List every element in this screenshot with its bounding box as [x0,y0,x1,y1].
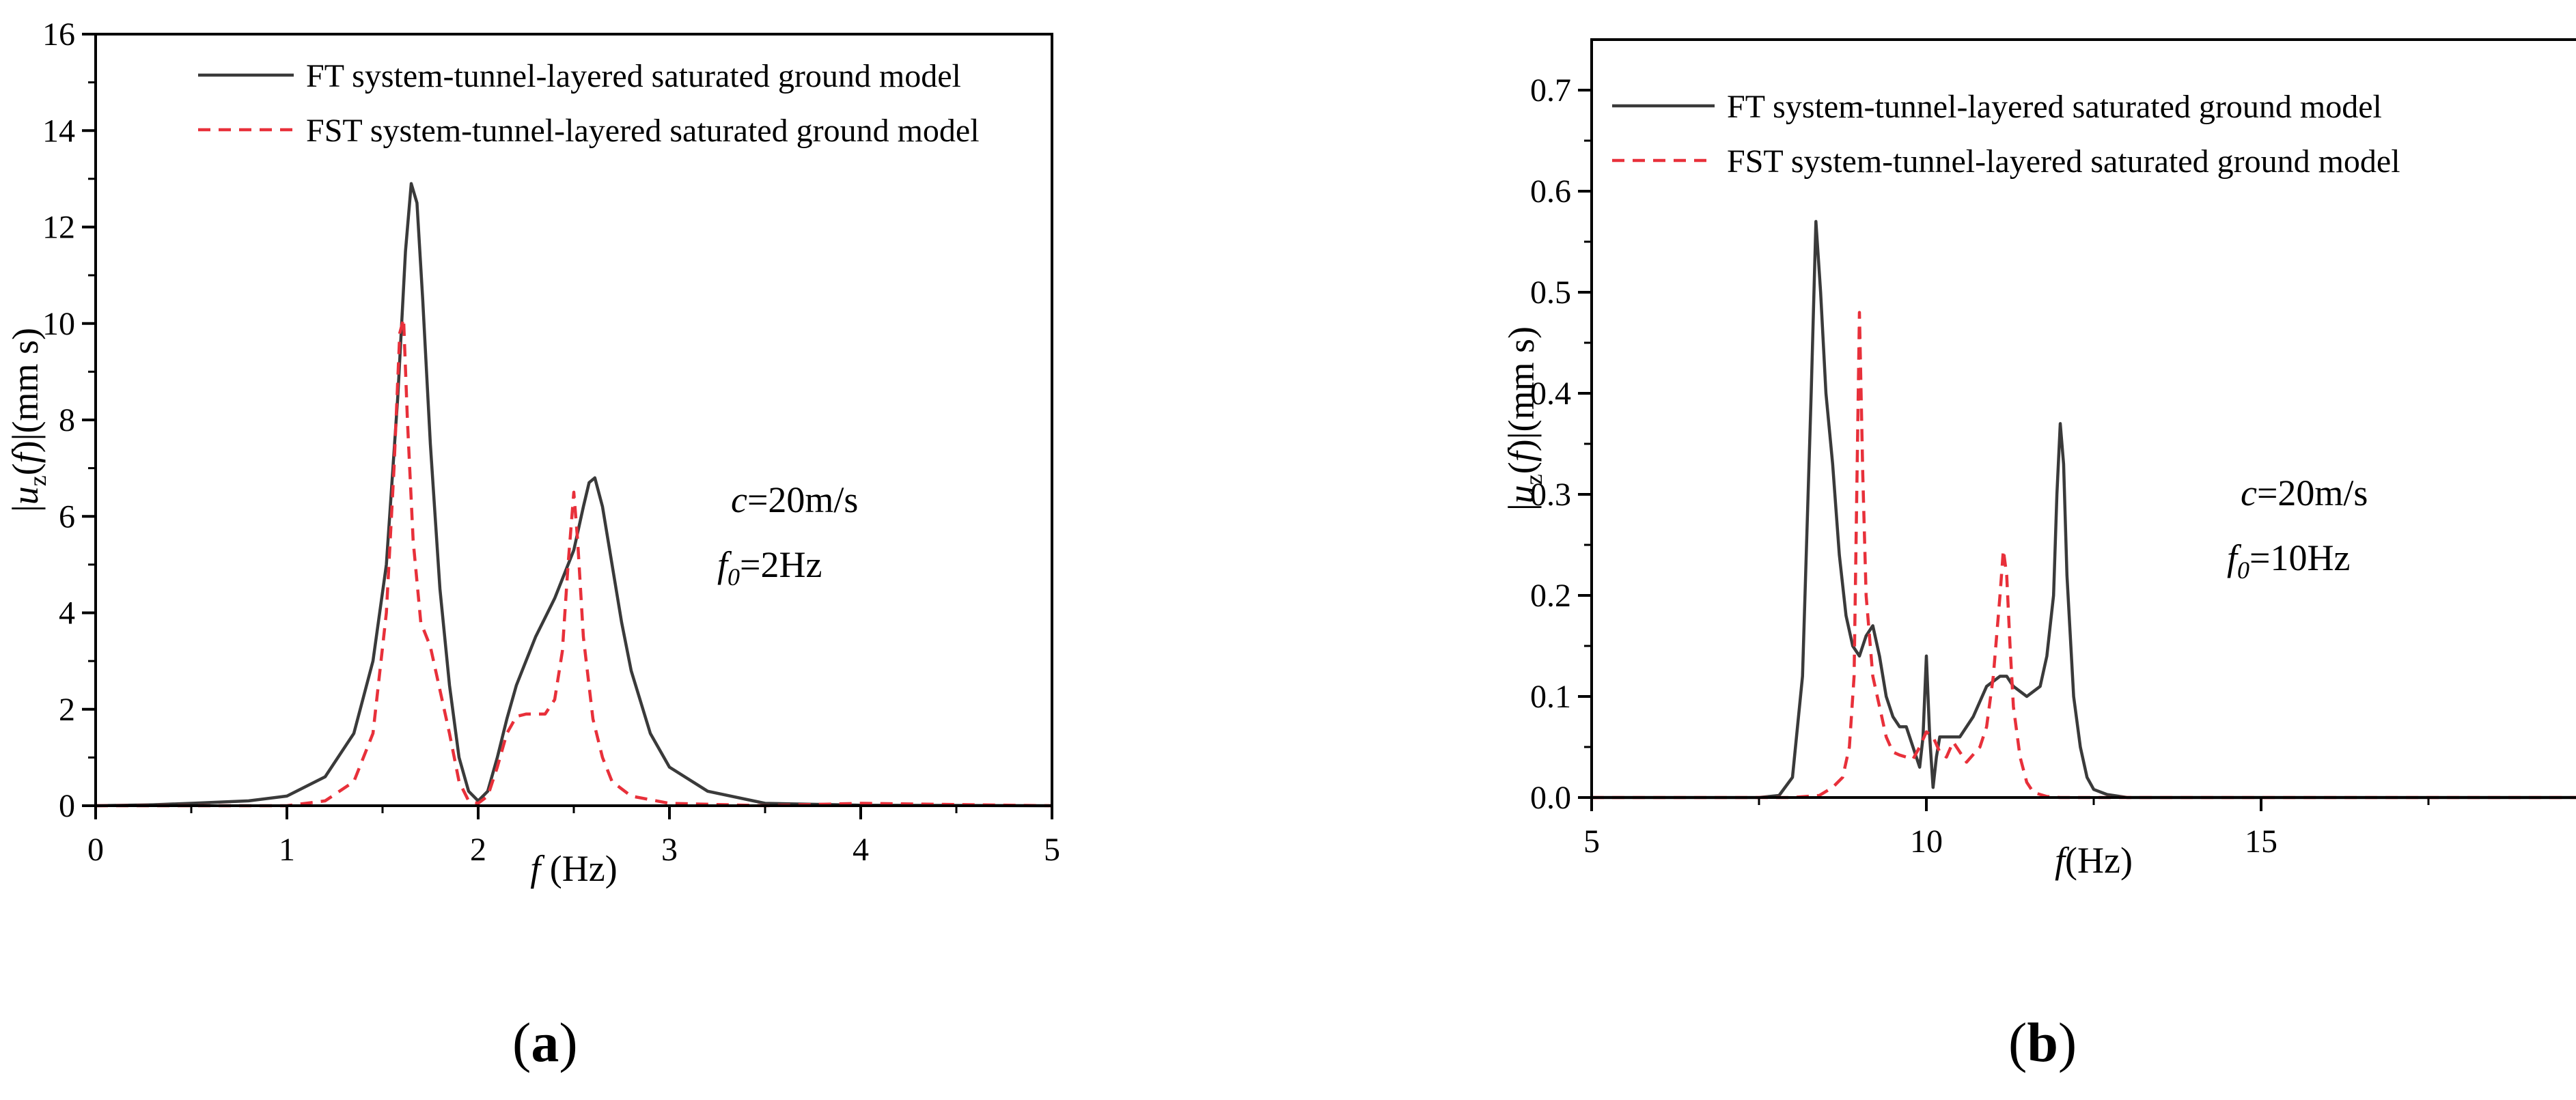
y-axis-label-bar: | [5,505,46,512]
y-tick-label: 0.1 [1530,679,1571,715]
series-line-2 [96,317,1053,808]
y-tick-label: 0.3 [1530,477,1571,513]
annotation-frequency: f0=2Hz [717,544,822,591]
annotation-speed: c=20m/s [731,479,858,520]
x-axis-label: f(Hz) [2055,840,2133,881]
x-tick-label: 2 [470,832,486,868]
annotation-speed: c=20m/s [2241,473,2368,513]
series-line-1 [95,182,1053,808]
y-tick-label: 6 [59,498,75,535]
y-tick-label: 4 [59,595,75,632]
x-tick-label: 5 [1583,823,1600,860]
y-tick-label: 8 [59,402,75,438]
plot-frame [94,33,1053,807]
y-axis-label-sub: z [24,475,51,486]
y-tick-label: 14 [42,113,75,149]
y-axis-label-unit: )|(mm s) [5,328,46,453]
y-tick-label: 0.4 [1530,376,1571,412]
legend-label-1: FT system-tunnel-layered saturated groun… [306,58,961,94]
x-tick-label: 1 [279,832,295,868]
x-tick-label: 4 [853,832,869,868]
annotation-speed-symbol: c [731,479,747,520]
y-axis-label-u: u [5,486,46,505]
y-axis-label-unit: )|(mm s) [1501,326,1542,451]
legend-label-2: FST system-tunnel-layered saturated grou… [306,113,980,149]
y-tick-label: 10 [42,306,75,342]
x-tick-label: 15 [2245,823,2277,860]
panel-letter-b: b [2027,1011,2058,1073]
y-tick-label: 16 [42,16,75,53]
y-tick-label: 0 [59,788,75,824]
y-axis-label-paren: ( [1501,462,1542,474]
y-axis-label-paren: ( [5,463,46,475]
x-axis-label: f (Hz) [530,848,617,889]
y-axis-label: |uz(f)|(mm s) [1501,326,1547,511]
x-tick-label: 5 [1044,832,1060,868]
annotation-frequency-value: =2Hz [740,544,822,585]
y-tick-label: 0.6 [1530,173,1571,210]
annotation-frequency-value: =10Hz [2249,537,2350,578]
y-axis-label: |uz(f)|(mm s) [5,328,51,512]
x-tick-label: 3 [661,832,678,868]
series-line-2 [1592,311,2576,800]
y-tick-label: 12 [42,210,75,246]
annotation-speed-value: =20m/s [747,479,858,520]
plot-group: 51015200.00.10.20.30.40.50.60.7f(Hz)|uz(… [1501,38,2576,881]
series-line-1 [1592,220,2576,800]
y-axis-label-sub: z [1520,474,1547,485]
chart-panel-b: 51015200.00.10.20.30.40.50.60.7f(Hz)|uz(… [1501,38,2576,881]
panel-letter-a: a [531,1011,559,1073]
x-tick-label: 10 [1910,823,1943,860]
x-axis-label-unit: (Hz) [2065,840,2133,881]
annotation-frequency: f0=10Hz [2227,537,2350,584]
x-axis-label-unit: (Hz) [540,848,617,889]
y-tick-label: 0.5 [1530,274,1571,311]
y-axis-label-bar: | [1501,503,1542,511]
y-tick-label: 0.7 [1530,72,1571,109]
panel-label-a: (a) [512,1011,578,1073]
annotation-frequency-sub: 0 [2237,556,2249,584]
y-tick-label: 0.2 [1530,578,1571,614]
annotation-speed-symbol: c [2241,473,2257,513]
y-tick-label: 2 [59,692,75,728]
annotation-frequency-sub: 0 [728,563,740,591]
annotation-speed-value: =20m/s [2257,473,2368,513]
y-tick-label: 0.0 [1530,780,1571,816]
x-tick-label: 0 [87,832,104,868]
legend-label-1: FT system-tunnel-layered saturated groun… [1727,89,2382,125]
legend-label-2: FST system-tunnel-layered saturated grou… [1727,143,2400,180]
panel-label-b: (b) [2008,1011,2077,1073]
y-axis-label-u: u [1501,485,1542,503]
